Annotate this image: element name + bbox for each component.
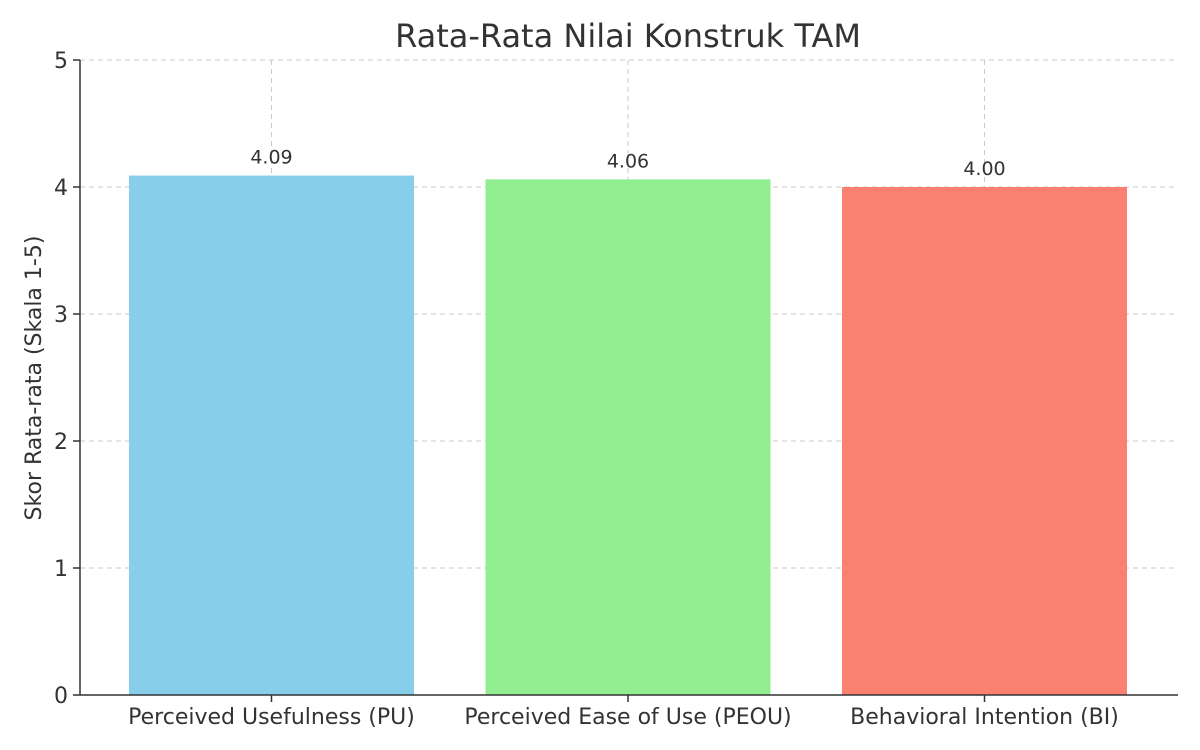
bar: [842, 187, 1127, 695]
y-tick-label: 0: [54, 684, 68, 709]
x-tick-label: Behavioral Intention (BI): [850, 705, 1119, 730]
bar: [129, 175, 414, 695]
y-axis-label: Skor Rata-rata (Skala 1-5): [22, 236, 47, 521]
data-label-layer: 4.09 4.06 4.00: [250, 147, 1005, 180]
y-tick-label: 1: [54, 557, 68, 582]
bar: [485, 179, 771, 695]
chart-title: Rata-Rata Nilai Konstruk TAM: [395, 17, 861, 55]
tick-layer: 0 1 2 3 4 5 Perceived Usefulness (PU) Perceived…: [54, 49, 1119, 730]
y-tick-label: 5: [54, 49, 68, 74]
bar-layer: [129, 175, 1127, 695]
x-tick-label: Perceived Ease of Use (PEOU): [464, 705, 791, 730]
y-tick-label: 3: [54, 303, 68, 328]
bar-value-label: 4.09: [250, 147, 292, 169]
x-tick-label: Perceived Usefulness (PU): [128, 705, 415, 730]
y-tick-label: 4: [54, 176, 68, 201]
y-tick-label: 2: [54, 430, 68, 455]
bar-value-label: 4.00: [963, 158, 1005, 180]
bar-value-label: 4.06: [607, 150, 649, 172]
